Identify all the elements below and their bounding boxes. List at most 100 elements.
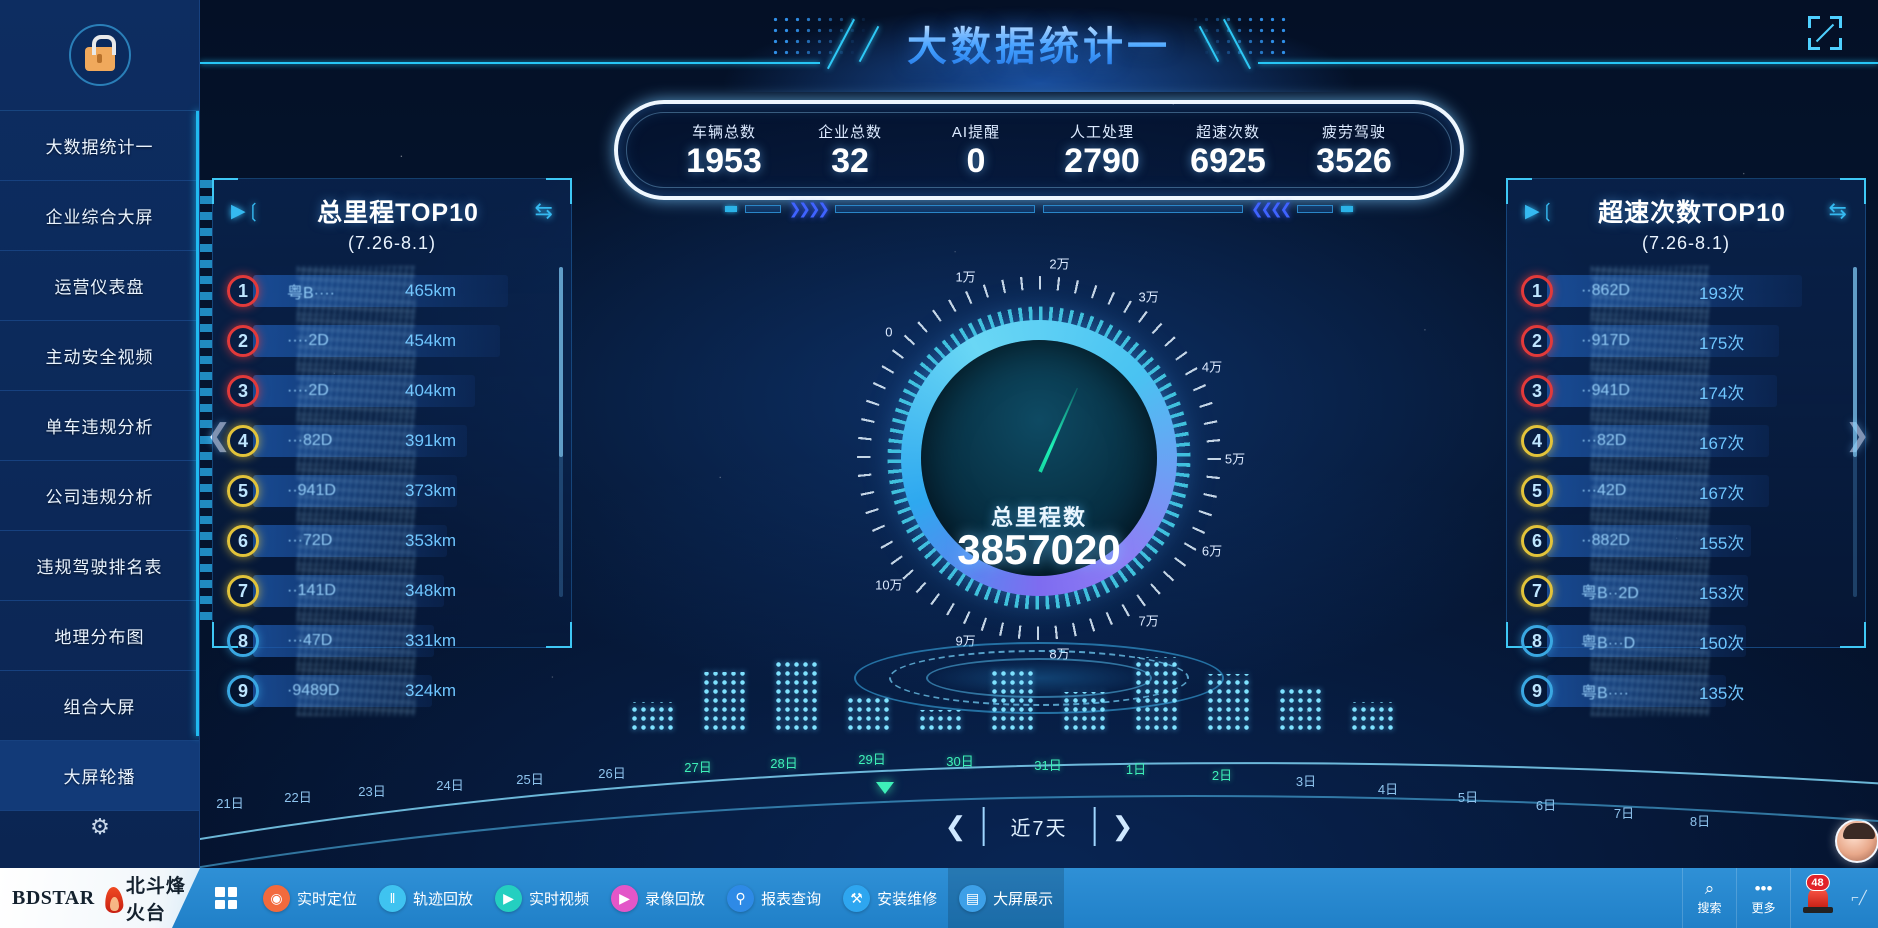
bar-30日	[918, 710, 964, 732]
timeline-label-5日[interactable]: 5日	[1457, 790, 1479, 805]
rank-row[interactable]: 6 ··882D 155次	[1521, 516, 1851, 566]
sidebar-item-label: 运营仪表盘	[54, 278, 145, 297]
taskbar-item-label: 报表查询	[761, 890, 822, 908]
sidebar-item-6[interactable]: 公司违规分析	[0, 461, 199, 531]
timeline-label-7日[interactable]: 7日	[1613, 806, 1635, 821]
flame-icon	[101, 883, 120, 913]
vehicle-plate: ··882D	[1581, 532, 1630, 549]
rank-row[interactable]: 3 ··941D 174次	[1521, 366, 1851, 416]
taskbar-item-5[interactable]: ⚲ 报表查询	[716, 868, 832, 928]
panel-scrollbar[interactable]	[559, 267, 563, 597]
rank-row[interactable]: 3 ····2D 404km	[227, 366, 557, 416]
bar-28日	[774, 662, 820, 732]
rank-row[interactable]: 5 ···42D 167次	[1521, 466, 1851, 516]
range-label[interactable]: 近7天	[982, 807, 1096, 846]
kpi-value: 3526	[1316, 141, 1392, 180]
taskbar-item-6[interactable]: ⚒ 安装维修	[832, 868, 948, 928]
total-mileage-gauge: 0 1万 2万 3万 4万 5万 6万 7万 8万 9万 10万 总里程数 3857020	[829, 248, 1249, 668]
timeline-labels: 21日 22日 23日 24日 25日 26日 27日 28日 29日 30日 31日 1日 2日 3日 4…	[200, 688, 1878, 868]
rank-row[interactable]: 6 ···72D 353km	[227, 516, 557, 566]
rank-row[interactable]: 1 粤B···· 465km	[227, 266, 557, 316]
play-icon[interactable]: ▶❲	[1525, 200, 1556, 222]
rank-value: 348km	[405, 581, 457, 600]
rank-row[interactable]: 1 ··862D 193次	[1521, 266, 1851, 316]
tray-more-icon[interactable]: ••• 更多	[1736, 868, 1790, 928]
timeline-label-3日[interactable]: 3日	[1295, 774, 1317, 789]
timeline-label-26日[interactable]: 26日	[598, 766, 626, 781]
sidebar-item-9[interactable]: 组合大屏	[0, 671, 199, 741]
swap-icon[interactable]: ⇆	[1828, 198, 1847, 223]
fullscreen-icon[interactable]	[1808, 16, 1842, 50]
tray-search-icon[interactable]: ⌕ 搜索	[1682, 868, 1736, 928]
timeline-label-24日[interactable]: 24日	[436, 778, 464, 793]
timeline-label-2日[interactable]: 2日	[1211, 768, 1233, 783]
sidebar-settings[interactable]: ⚙	[0, 812, 199, 842]
timeline-label-31日[interactable]: 31日	[1034, 758, 1062, 773]
timeline-label-6日[interactable]: 6日	[1535, 798, 1557, 813]
kpi-value: 1953	[686, 141, 762, 180]
location-pin-icon: ◉	[263, 884, 290, 912]
timeline-label-4日[interactable]: 4日	[1377, 782, 1399, 797]
rank-row[interactable]: 2 ··917D 175次	[1521, 316, 1851, 366]
taskbar-item-1[interactable]: ◉ 实时定位	[252, 868, 368, 928]
swap-icon[interactable]: ⇆	[534, 198, 553, 223]
vehicle-plate: ··941D	[287, 482, 336, 499]
app-logo[interactable]: BDSTAR 北斗烽火台	[0, 868, 200, 928]
kpi-value: 32	[831, 141, 869, 180]
taskbar-item-2[interactable]: ‖ 轨迹回放	[368, 868, 484, 928]
chevron-left-icon[interactable]: ❮	[944, 811, 967, 841]
timeline-label-30日[interactable]: 30日	[946, 754, 974, 769]
kpi-label: 企业总数	[817, 123, 882, 141]
rank-row[interactable]: 4 ···82D 391km	[227, 416, 557, 466]
rank-badge: 5	[1521, 475, 1553, 507]
timeline-range-control: ❮ 近7天 ❯	[944, 807, 1134, 846]
sidebar-item-5[interactable]: 单车违规分析	[0, 391, 199, 461]
panel-subtitle: (7.26-8.1)	[1641, 233, 1731, 253]
panel-scrollbar[interactable]	[1853, 267, 1857, 597]
sidebar-item-1[interactable]: 大数据统计一	[0, 111, 199, 181]
panel-title: 超速次数TOP10	[1598, 199, 1786, 227]
sidebar-item-10[interactable]: 大屏轮播	[0, 741, 199, 811]
timeline-label-22日[interactable]: 22日	[284, 790, 312, 805]
timeline-label-8日[interactable]: 8日	[1689, 814, 1711, 829]
bar-5日	[1350, 702, 1396, 732]
rank-badge: 7	[227, 575, 259, 607]
tray-label: 更多	[1751, 901, 1776, 915]
taskbar-item-4[interactable]: ▶ 录像回放	[600, 868, 716, 928]
bar-3日	[1206, 674, 1252, 732]
apps-grid-icon[interactable]	[200, 868, 252, 928]
rank-row[interactable]: 2 ····2D 454km	[227, 316, 557, 366]
timeline-label-1日[interactable]: 1日	[1125, 762, 1147, 777]
rank-row[interactable]: 7 ··141D 348km	[227, 566, 557, 616]
timeline-label-21日[interactable]: 21日	[216, 796, 244, 811]
kpi-1: 车辆总数 1953	[678, 121, 770, 180]
taskbar-item-7[interactable]: ▤ 大屏展示	[948, 868, 1065, 928]
sidebar-item-7[interactable]: 违规驾驶排名表	[0, 531, 199, 601]
timeline-label-28日[interactable]: 28日	[770, 756, 798, 771]
chevron-right-icon[interactable]: ❯	[1111, 811, 1134, 841]
sidebar-item-3[interactable]: 运营仪表盘	[0, 251, 199, 321]
sidebar-item-2[interactable]: 企业综合大屏	[0, 181, 199, 251]
sidebar-item-8[interactable]: 地理分布图	[0, 601, 199, 671]
taskbar-item-3[interactable]: ▶ 实时视频	[484, 868, 600, 928]
play-icon[interactable]: ▶❲	[231, 200, 262, 222]
siren-icon[interactable]: 48	[1790, 868, 1844, 928]
timeline-label-23日[interactable]: 23日	[358, 784, 386, 799]
rank-row[interactable]: 7 粤B··2D 153次	[1521, 566, 1851, 616]
timeline-label-29日[interactable]: 29日	[858, 752, 886, 767]
rank-row[interactable]: 5 ··941D 373km	[227, 466, 557, 516]
bar-31日	[990, 670, 1036, 732]
kpi-label: 疲劳驾驶	[1321, 123, 1386, 141]
timeline-label-25日[interactable]: 25日	[516, 772, 544, 787]
timeline-label-27日[interactable]: 27日	[684, 760, 712, 775]
rank-badge: 6	[227, 525, 259, 557]
sidebar-item-4[interactable]: 主动安全视频	[0, 321, 199, 391]
kpi-label: 人工处理	[1069, 123, 1134, 141]
gauge-tick-label: 3万	[1138, 289, 1159, 304]
rank-value: 373km	[405, 481, 457, 500]
gauge-tick-label: 5万	[1224, 451, 1246, 467]
taskbar-item-label: 实时视频	[529, 890, 590, 908]
rank-row[interactable]: 4 ···82D 167次	[1521, 416, 1851, 466]
gear-icon[interactable]: ⚙	[90, 814, 110, 839]
